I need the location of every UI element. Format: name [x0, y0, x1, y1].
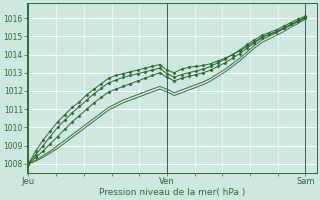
X-axis label: Pression niveau de la mer( hPa ): Pression niveau de la mer( hPa ) [99, 188, 245, 197]
